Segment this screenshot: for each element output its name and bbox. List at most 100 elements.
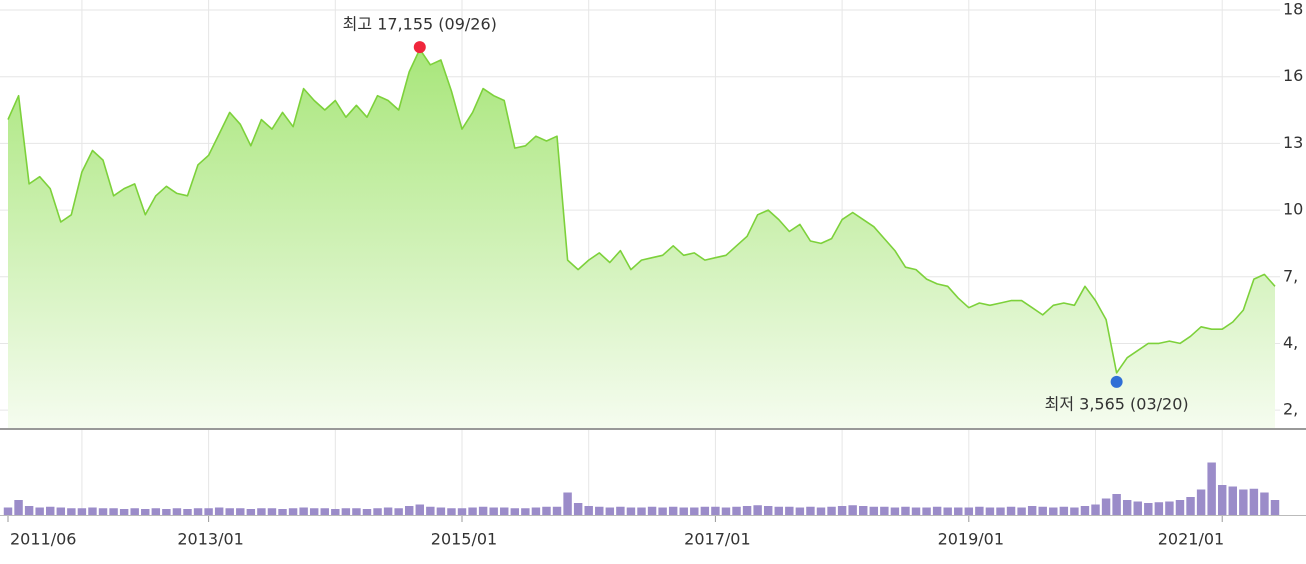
- volume-bar: [436, 507, 446, 515]
- volume-bar: [1133, 501, 1142, 515]
- volume-bar: [732, 506, 741, 515]
- volume-bar: [98, 508, 108, 515]
- volume-bar: [880, 506, 889, 515]
- volume-bar: [383, 507, 393, 515]
- volume-bar: [690, 507, 699, 515]
- volume-bar: [309, 508, 319, 515]
- volume-bar: [1017, 507, 1026, 515]
- volume-bar: [954, 507, 963, 515]
- volume-bar: [711, 506, 720, 515]
- y-tick-label: 13: [1283, 133, 1303, 152]
- volume-bar: [320, 508, 329, 515]
- volume-bar: [1207, 462, 1216, 515]
- volume-bar: [1239, 489, 1248, 515]
- volume-bar: [1101, 498, 1111, 515]
- volume-bar: [753, 505, 762, 515]
- x-tick-label: 2019/01: [938, 530, 1004, 549]
- volume-bar: [331, 509, 340, 515]
- volume-bar: [267, 508, 277, 515]
- annotation-label: 최고 17,155 (09/26): [343, 15, 497, 34]
- volume-bar: [1038, 506, 1047, 515]
- volume-bar: [859, 506, 868, 515]
- volume-bar: [1112, 494, 1121, 515]
- volume-bar: [595, 506, 604, 515]
- y-tick-label: 7,: [1283, 266, 1298, 285]
- volume-bar: [468, 507, 477, 515]
- volume-bar: [46, 506, 55, 515]
- volume-bar: [299, 507, 308, 515]
- volume-bar: [774, 506, 783, 515]
- volume-bar: [932, 506, 942, 515]
- label-layer: 18 16 13 10 7, 4, 2, 2011/06 2013/01 2015/01 2017/…: [10, 0, 1303, 549]
- x-tick-label: 2021/01: [1158, 530, 1224, 549]
- volume-bar: [848, 505, 857, 515]
- volume-bar: [1059, 506, 1069, 515]
- volume-bar: [806, 506, 815, 515]
- volume-bar: [257, 508, 266, 515]
- volume-bar: [489, 507, 498, 515]
- volume-bar: [404, 506, 414, 515]
- x-tick-label: 2015/01: [431, 530, 497, 549]
- volume-bar: [373, 508, 382, 515]
- volume-bar: [869, 506, 879, 515]
- volume-bar: [1027, 506, 1037, 515]
- volume-bar: [1154, 502, 1164, 515]
- volume-bar: [236, 508, 245, 515]
- volume-bar: [1144, 503, 1153, 515]
- area-fill: [8, 49, 1275, 428]
- volume-bar: [172, 508, 182, 515]
- annotation-label: 최저 3,565 (03/20): [1045, 394, 1189, 413]
- volume-bar: [922, 507, 931, 515]
- x-tick-label: 2017/01: [684, 530, 750, 549]
- volume-bar: [214, 507, 224, 515]
- y-tick-label: 16: [1283, 66, 1303, 85]
- volume-bar: [552, 506, 562, 515]
- volume-bar: [890, 507, 900, 515]
- volume-bar: [1270, 500, 1280, 515]
- volume-bar: [119, 509, 129, 515]
- volume-bar: [911, 507, 921, 515]
- volume-bar: [352, 508, 361, 515]
- plot-layer: [3, 41, 1280, 515]
- volume-bar: [573, 503, 583, 515]
- volume-bar: [56, 507, 66, 515]
- volume-bar: [605, 507, 615, 515]
- volume-bar: [14, 500, 23, 515]
- volume-bar: [500, 507, 509, 515]
- volume-bar: [985, 507, 995, 515]
- volume-bar: [1080, 506, 1090, 515]
- volume-bar: [616, 506, 625, 515]
- volume-bar: [563, 492, 572, 515]
- volume-bar: [141, 509, 150, 515]
- volume-bar: [975, 506, 984, 515]
- volume-bar: [1175, 500, 1185, 515]
- price-line: [7, 48, 1276, 374]
- volume-bar: [542, 506, 551, 515]
- volume-bar: [288, 508, 298, 515]
- volume-bar: [394, 508, 403, 515]
- volume-bar: [1006, 506, 1016, 515]
- volume-bar: [183, 509, 192, 515]
- volume-bar: [626, 507, 636, 515]
- volume-bar: [637, 507, 646, 515]
- volume-bar: [415, 504, 424, 515]
- y-tick-label: 4,: [1283, 333, 1298, 352]
- volume-bar: [109, 508, 118, 515]
- volume-bar: [67, 508, 76, 515]
- volume-bar: [24, 506, 34, 515]
- annotation-dot: [1110, 375, 1123, 388]
- volume-bar: [531, 507, 541, 515]
- x-tick-label: 2011/06: [10, 530, 76, 549]
- volume-bar: [457, 508, 467, 515]
- volume-bar: [964, 507, 974, 515]
- volume-bar: [1249, 488, 1259, 515]
- volume-bar: [785, 506, 794, 515]
- volume-bar: [668, 506, 678, 515]
- volume-bar: [1186, 497, 1195, 515]
- volume-bar: [130, 508, 139, 515]
- volume-bar: [584, 506, 593, 515]
- volume-bar: [943, 507, 952, 515]
- volume-bar: [742, 506, 752, 515]
- volume-bar: [1196, 489, 1206, 515]
